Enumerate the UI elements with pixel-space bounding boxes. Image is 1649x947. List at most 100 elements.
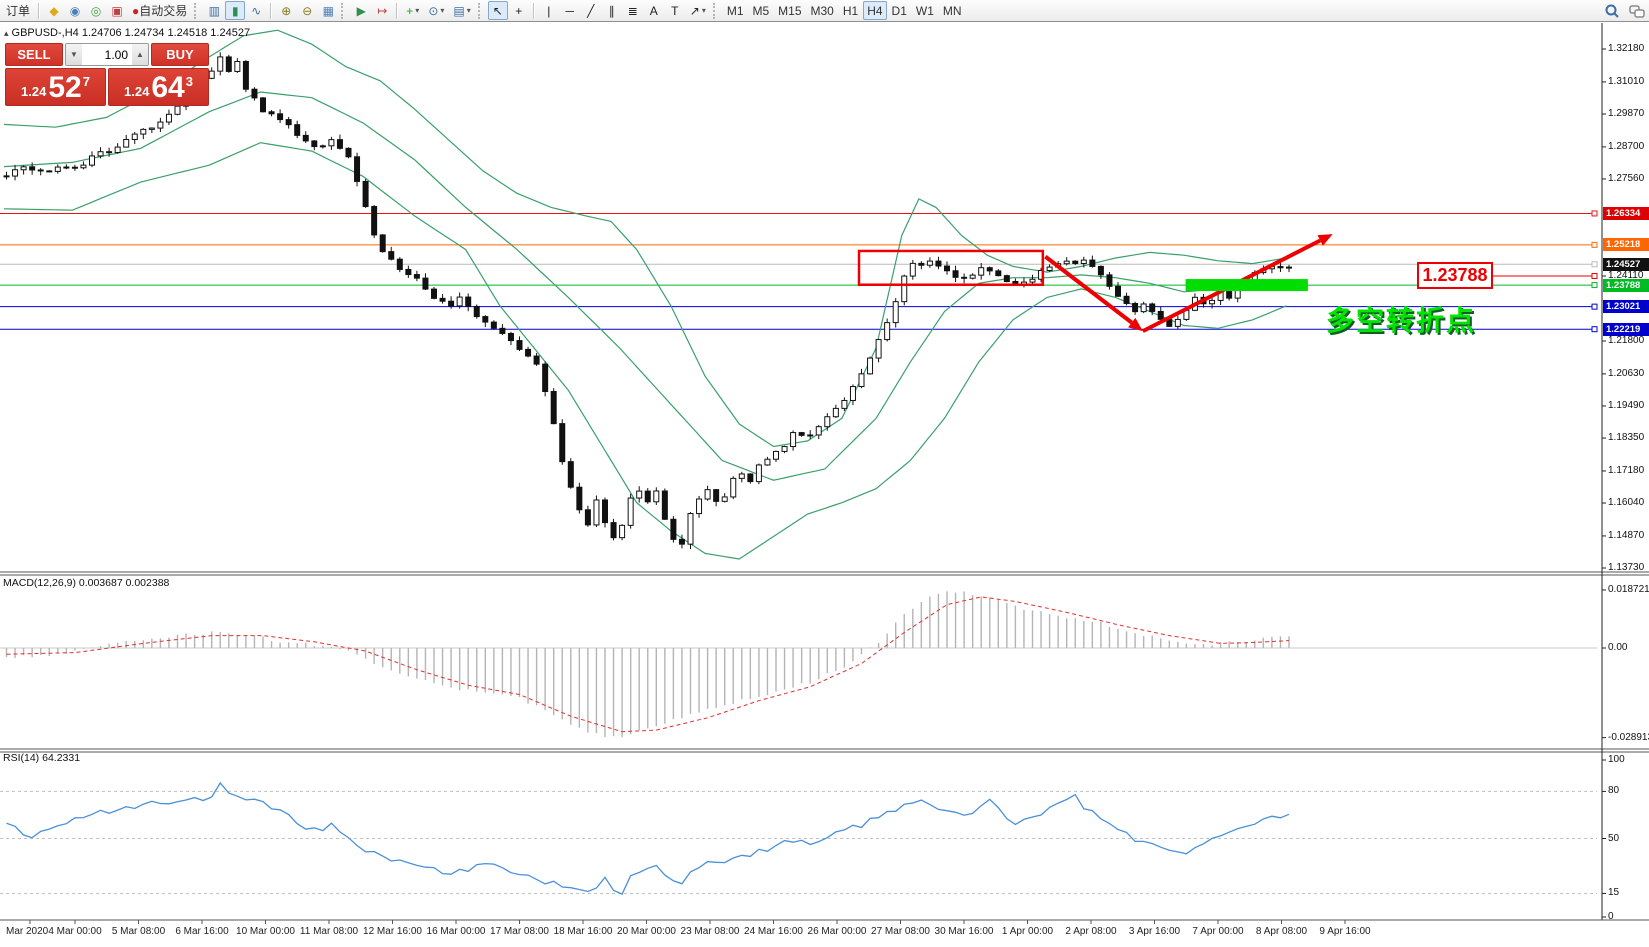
timeframe-m1[interactable]: M1 xyxy=(723,1,748,20)
signals-icon[interactable]: ◎ xyxy=(86,1,106,20)
channel-icon: ∥ xyxy=(608,3,615,18)
bar-chart-icon[interactable]: ▥ xyxy=(204,1,224,20)
timeframe-w1-label: W1 xyxy=(915,3,934,18)
vertical-line-icon: | xyxy=(547,3,551,18)
sell-price-pip: 7 xyxy=(82,74,90,89)
indicators-icon[interactable]: + ▾ xyxy=(402,1,423,20)
toolbar-grip xyxy=(194,2,201,19)
candlestick-chart-icon[interactable]: ▮ xyxy=(225,1,246,20)
chat-icon[interactable] xyxy=(1625,1,1649,20)
search-icon xyxy=(1605,4,1619,18)
indicators-icon: + xyxy=(406,3,414,18)
search-icon[interactable] xyxy=(1600,1,1624,20)
crosshair-icon[interactable]: + xyxy=(509,1,529,20)
periods-icon: ⊙ xyxy=(428,3,439,18)
auto-scroll-icon[interactable]: ▶ xyxy=(351,1,371,20)
label-icon: T xyxy=(671,3,679,18)
timeframe-mn[interactable]: MN xyxy=(939,1,966,20)
dropdown-arrow-icon: ▾ xyxy=(415,6,420,15)
chat-icon xyxy=(1629,4,1645,18)
autotrading-button[interactable]: ● 自动交易 xyxy=(128,1,191,20)
toolbar-separator xyxy=(532,2,535,19)
timeframe-h4[interactable]: H4 xyxy=(863,1,887,20)
text-icon[interactable]: A xyxy=(644,1,664,20)
accounts-icon[interactable]: ◉ xyxy=(65,1,85,20)
autotrading-button: ● xyxy=(132,3,140,18)
rsi-value: 64.2331 xyxy=(42,752,81,764)
cursor-icon[interactable]: ↖ xyxy=(487,1,508,20)
auto-scroll-icon: ▶ xyxy=(356,3,366,18)
dropdown-arrow-icon: ▾ xyxy=(466,6,471,15)
label-icon[interactable]: T xyxy=(665,1,685,20)
timeframe-m30-label: M30 xyxy=(810,3,834,18)
templates-icon[interactable]: ▤ ▾ xyxy=(449,1,474,20)
autotrading-button-label: 自动交易 xyxy=(139,4,188,18)
vertical-line-icon[interactable]: | xyxy=(539,1,559,20)
horizontal-line-icon[interactable]: ─ xyxy=(560,1,580,20)
toolbar-separator xyxy=(38,2,41,19)
timeframe-d1[interactable]: D1 xyxy=(888,1,911,20)
cursor-icon: ↖ xyxy=(492,3,503,18)
buy-price-main: 64 xyxy=(151,71,185,104)
macd-panel-label: MACD(12,26,9) 0.003687 0.002388 xyxy=(3,577,169,589)
symbol-title: GBPUSD-,H4 xyxy=(11,27,79,39)
trendline-icon: ╱ xyxy=(587,3,595,18)
new-order-icon: ◆ xyxy=(49,3,59,18)
new-order-icon[interactable]: ◆ xyxy=(44,1,64,20)
timeframe-m5-label: M5 xyxy=(752,3,770,18)
buy-price[interactable]: 1.24 64 3 xyxy=(108,68,209,106)
symbol-header: ▴ GBPUSD-,H4 1.24706 1.24734 1.24518 1.24… xyxy=(4,27,250,39)
timeframe-w1[interactable]: W1 xyxy=(912,1,938,20)
timeframe-h1-label: H1 xyxy=(842,3,859,18)
rsi-panel-label: RSI(14) 64.2331 xyxy=(3,752,80,764)
arrows-icon: ↗ xyxy=(689,3,700,18)
chart-shift-icon[interactable]: ↦ xyxy=(372,1,392,20)
periods-icon[interactable]: ⊙ ▾ xyxy=(424,1,448,20)
macd-label: MACD(12,26,9) xyxy=(3,577,76,589)
zoom-out-icon: ⊖ xyxy=(302,3,313,18)
toolbar-separator xyxy=(396,2,399,19)
fibonacci-icon[interactable]: ≣ xyxy=(623,1,643,20)
tile-windows-icon[interactable]: ▦ xyxy=(318,1,338,20)
annotation-price-box: 1.23788 xyxy=(1417,262,1493,289)
dropdown-arrow-icon: ▾ xyxy=(701,6,706,15)
timeframe-h1[interactable]: H1 xyxy=(839,1,862,20)
line-chart-icon[interactable]: ∿ xyxy=(246,1,266,20)
volume-decrease-button[interactable]: ▼ xyxy=(66,44,82,65)
channel-icon[interactable]: ∥ xyxy=(602,1,622,20)
dropdown-arrow-icon: ▾ xyxy=(440,6,445,15)
timeframe-m30[interactable]: M30 xyxy=(807,1,838,20)
annotation-turning-point-text: 多空转折点 xyxy=(1326,305,1477,336)
volume-stepper: ▼ ▲ xyxy=(65,43,149,66)
zoom-in-icon[interactable]: ⊕ xyxy=(276,1,296,20)
volume-input[interactable] xyxy=(82,44,132,65)
toolbar-grip xyxy=(712,2,720,19)
arrows-icon[interactable]: ↗ ▾ xyxy=(686,1,710,20)
buy-button[interactable]: BUY xyxy=(151,43,209,66)
orders-button[interactable]: 订单 xyxy=(2,1,34,20)
sell-button[interactable]: SELL xyxy=(5,43,63,66)
tile-windows-icon: ▦ xyxy=(322,3,334,18)
text-icon: A xyxy=(649,3,658,18)
candlestick-chart-icon: ▮ xyxy=(231,3,239,18)
toolbar-grip xyxy=(341,2,348,19)
zoom-out-icon[interactable]: ⊖ xyxy=(297,1,317,20)
sell-price[interactable]: 1.24 52 7 xyxy=(5,68,106,106)
timeframe-m15-label: M15 xyxy=(778,3,802,18)
toolbar-separator xyxy=(270,2,273,19)
volume-increase-button[interactable]: ▲ xyxy=(132,44,148,65)
bar-chart-icon: ▥ xyxy=(208,3,220,18)
trendline-icon[interactable]: ╱ xyxy=(581,1,601,20)
toolbar: 订单 ◆ ◉ ◎ ▣ ● 自动交易 ▥ ▮ ∿ ⊕ ⊖ ▦ ▶ ↦ + ▾ ⊙ ▾ ▤ ▾ ↖ + | ─ ╱ ∥ ≣ A T ↗ ▾ M1 M… xyxy=(0,0,1649,22)
timeframe-h4-label: H4 xyxy=(867,3,883,18)
timeframe-m5[interactable]: M5 xyxy=(749,1,774,20)
chart-corner-icon: ▴ xyxy=(4,28,9,38)
buy-price-prefix: 1.24 xyxy=(124,84,150,99)
timeframe-m15[interactable]: M15 xyxy=(774,1,805,20)
sell-price-main: 52 xyxy=(48,71,82,104)
buy-price-pip: 3 xyxy=(185,74,193,89)
line-chart-icon: ∿ xyxy=(251,3,262,18)
market-icon[interactable]: ▣ xyxy=(107,1,127,20)
